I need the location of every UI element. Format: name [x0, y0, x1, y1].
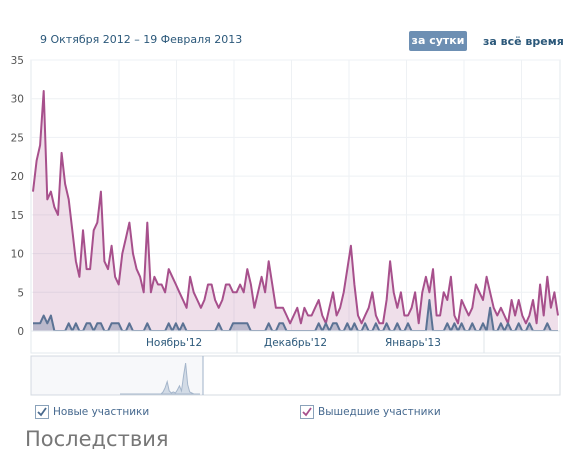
legend-left-members[interactable]: Вышедшие участники: [300, 405, 441, 421]
navigator-overview: [120, 363, 200, 395]
legend-left-members-label: Вышедшие участники: [318, 406, 441, 418]
y-tick-label: 15: [11, 210, 24, 222]
y-tick-label: 0: [17, 326, 24, 338]
all-time-button[interactable]: за всё время: [483, 35, 564, 48]
y-tick-label: 35: [11, 55, 24, 67]
members-chart: 0 5 10 15 20 25 30 35 Ноябрь'12 Декабрь'12 Январь'…: [11, 55, 561, 396]
checkbox-checked-icon[interactable]: [35, 405, 49, 419]
legend-new-members[interactable]: Новые участники: [35, 405, 175, 421]
y-tick-label: 30: [11, 94, 24, 106]
x-tick-label: Ноябрь'12: [146, 337, 202, 349]
series-line: [32, 90, 559, 325]
per-day-button[interactable]: за сутки: [409, 31, 467, 51]
checkbox-checked-icon[interactable]: [300, 405, 314, 419]
navigator-frame: [30, 355, 561, 396]
y-tick-label: 10: [11, 249, 24, 261]
date-range-label: 9 Октября 2012 – 19 Февраля 2013: [40, 33, 243, 46]
x-tick-label: Январь'13: [385, 337, 441, 349]
series-area: [33, 91, 558, 331]
y-tick-label: 25: [11, 132, 24, 144]
legend-new-members-label: Новые участники: [53, 406, 150, 418]
navigator-window: [31, 356, 203, 395]
x-tick-label: Декабрь'12: [264, 337, 327, 349]
y-tick-label: 20: [11, 171, 24, 183]
section-title: Последствия: [25, 427, 169, 451]
y-tick-label: 5: [17, 287, 24, 299]
x-axis-band: [30, 330, 561, 354]
